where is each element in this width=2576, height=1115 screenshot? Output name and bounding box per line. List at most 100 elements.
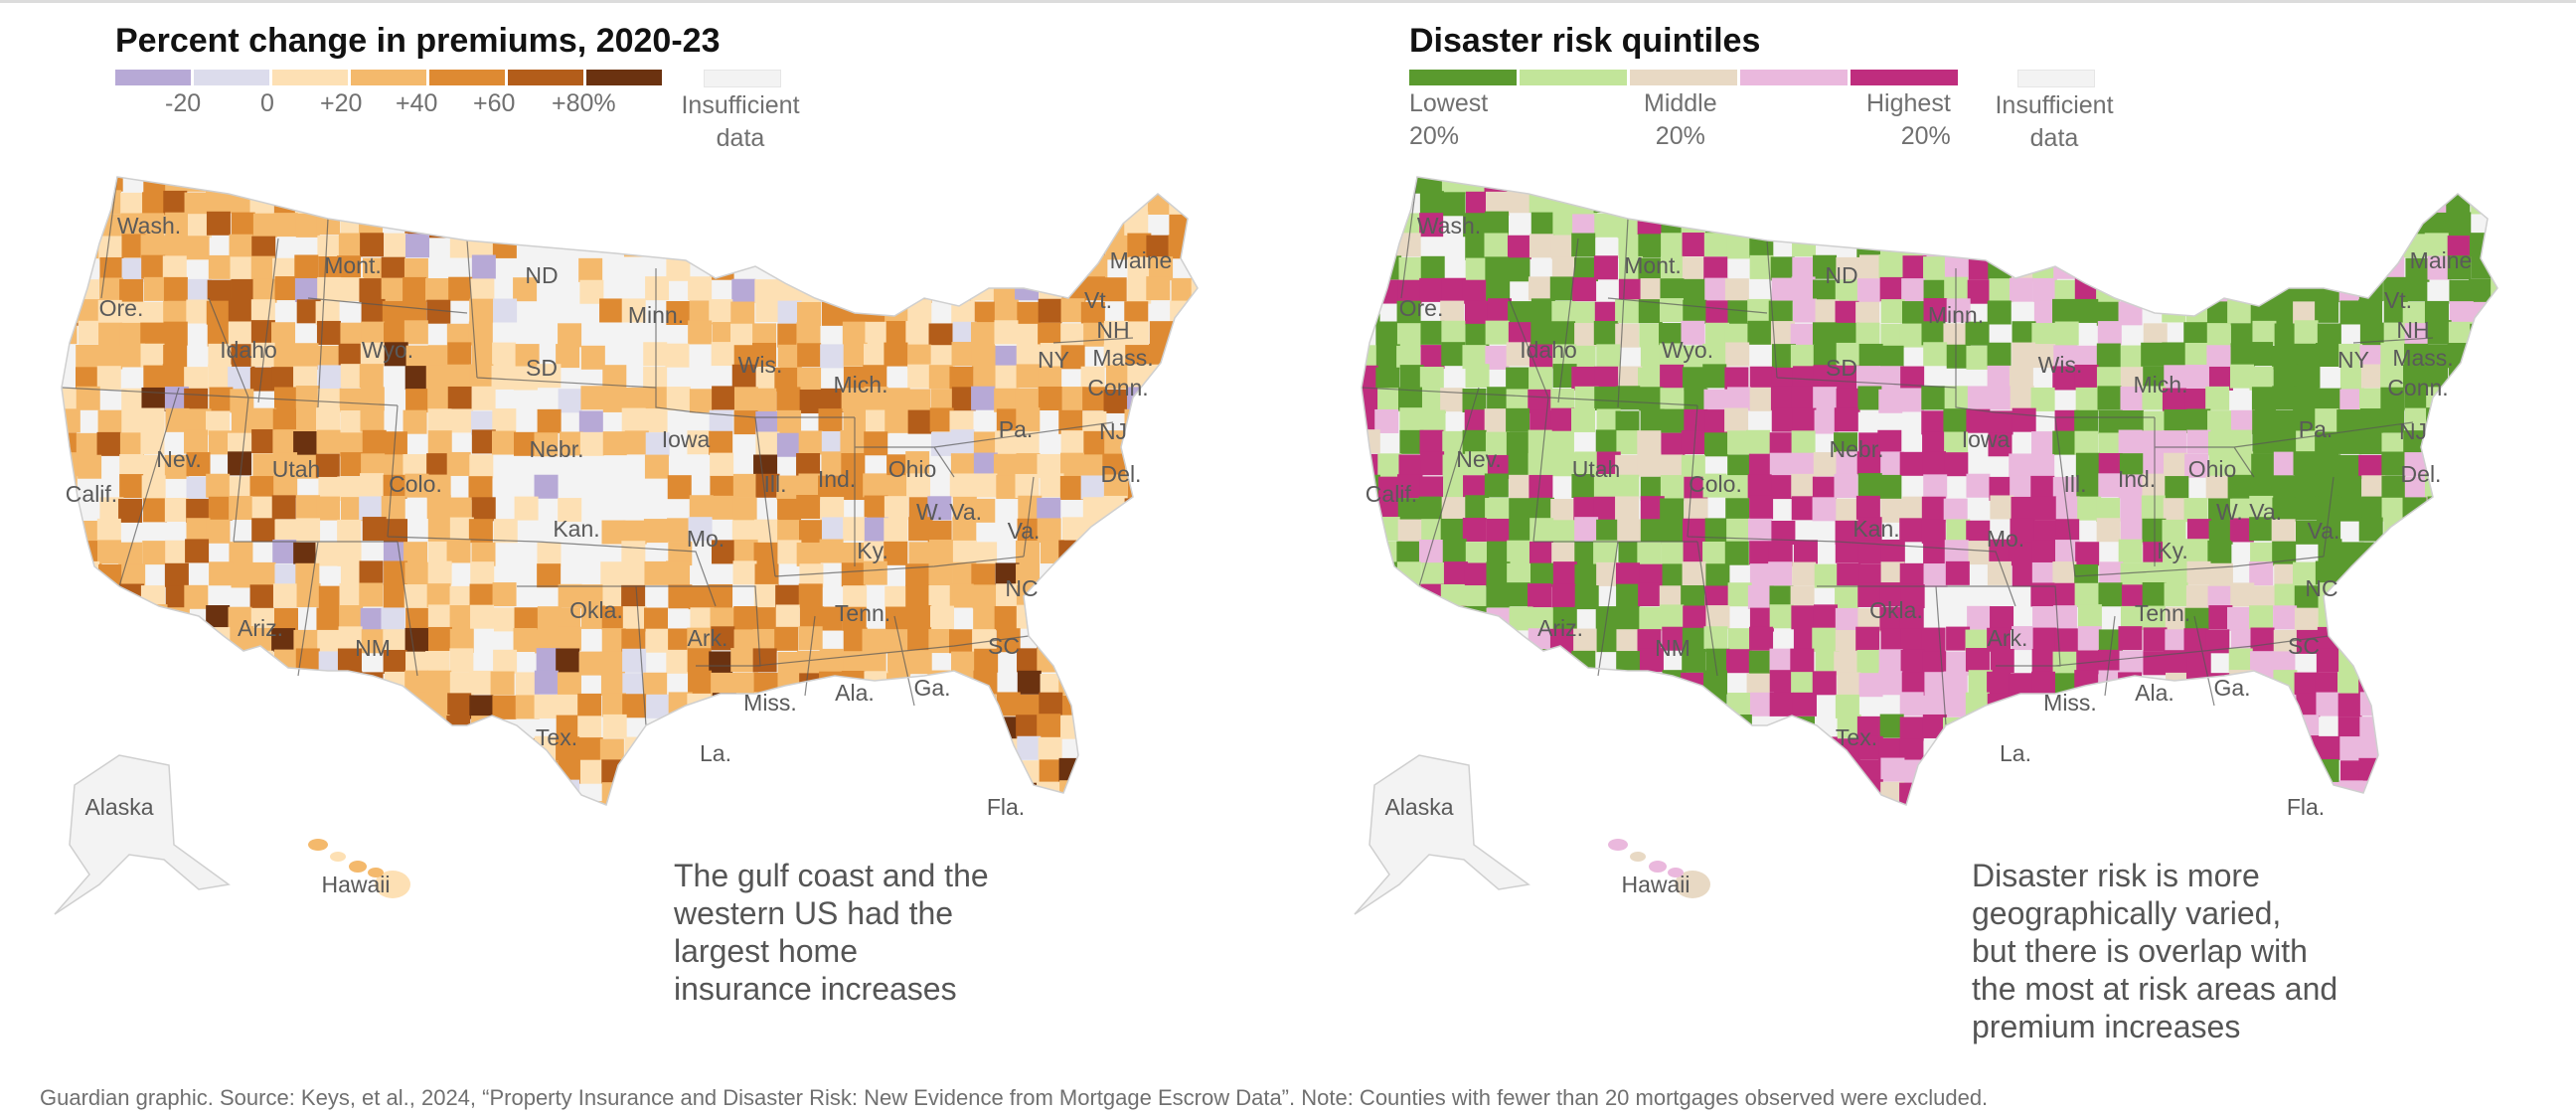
us-outline — [61, 176, 1199, 807]
state-label: Ga. — [913, 675, 950, 701]
panel-title: Disaster risk quintiles — [1409, 22, 1761, 60]
state-label: Vt. — [2384, 287, 2412, 313]
map-caption: Disaster risk is more geographically var… — [1972, 858, 2338, 1044]
state-label: Iowa — [662, 426, 711, 452]
state-label: Okla. — [1869, 597, 1923, 623]
state-label: Mont. — [1624, 252, 1682, 278]
legend-label: +60 — [473, 89, 516, 117]
state-label: Wash. — [117, 213, 181, 239]
state-label: Tex. — [536, 724, 577, 750]
state-label: NC — [1005, 575, 1038, 601]
source-footer: Guardian graphic. Source: Keys, et al., … — [40, 1085, 1989, 1110]
legend-label: +40 — [396, 89, 438, 117]
state-label: Ore. — [99, 295, 144, 321]
hawaii-island — [349, 861, 367, 873]
state-label: Utah — [272, 456, 321, 482]
state-label: NY — [1038, 347, 1069, 373]
premium-legend — [115, 70, 665, 85]
legend-label: -20 — [165, 89, 202, 117]
state-label: Miss. — [2043, 690, 2097, 716]
insufficient-label: Insufficient data — [1995, 91, 2114, 152]
legend-label-middle: Middle 20% — [1644, 89, 1717, 150]
state-label: ND — [525, 262, 558, 288]
state-label: Miss. — [743, 690, 797, 716]
state-label: Minn. — [1928, 302, 1984, 328]
state-label: Maine — [2410, 247, 2473, 273]
state-label: ND — [1825, 262, 1857, 288]
hawaii-island — [1649, 861, 1667, 873]
state-label: NM — [1655, 635, 1690, 661]
state-label: Nebr. — [530, 436, 584, 462]
legend-swatch — [1851, 70, 1958, 85]
legend-swatch — [1520, 70, 1627, 85]
state-label: Mont. — [324, 252, 382, 278]
state-label: Ill. — [764, 471, 787, 497]
legend-label-highest: Highest 20% — [1866, 89, 1951, 150]
hawaii-island — [1675, 871, 1710, 898]
legend-swatch — [1409, 70, 1517, 85]
state-label: Wash. — [1417, 213, 1481, 239]
state-label: Conn. — [2387, 375, 2448, 400]
legend-swatch — [1740, 70, 1848, 85]
state-label: NC — [2305, 575, 2337, 601]
state-label: Tex. — [1836, 724, 1877, 750]
state-label: Mo. — [1987, 526, 2024, 552]
legend-swatch — [429, 70, 505, 85]
map-caption: The gulf coast and the western US had th… — [674, 858, 989, 1007]
state-label: Wyo. — [1662, 337, 1713, 363]
state-label: NJ — [1099, 418, 1127, 444]
hawaii-island — [1630, 852, 1646, 862]
state-label: W. Va. — [2216, 499, 2282, 525]
state-label: Wis. — [738, 352, 783, 378]
disaster-risk-map: Wash. Ore. Calif. Nev. Idaho Mont. Wyo. Utah Col… — [1354, 176, 2498, 915]
state-label: Pa. — [999, 416, 1034, 442]
state-label: Fla. — [2287, 794, 2325, 820]
state-label: Va. — [2308, 518, 2340, 544]
state-label: Ark. — [688, 625, 728, 651]
hawaii-island — [308, 839, 328, 851]
state-label: La. — [2000, 740, 2031, 766]
state-label: Utah — [1572, 456, 1621, 482]
state-label: W. Va. — [916, 499, 982, 525]
insufficient-label: Insufficient data — [681, 91, 800, 152]
state-label: Okla. — [569, 597, 623, 623]
state-label: Ala. — [835, 680, 875, 706]
state-label: Kan. — [1852, 516, 1899, 542]
state-label: Ky. — [857, 538, 888, 563]
state-label: Mass. — [2392, 345, 2453, 371]
us-outline — [1361, 176, 2498, 807]
legend-swatch — [1630, 70, 1737, 85]
state-label: Minn. — [628, 302, 684, 328]
state-label: Ariz. — [1537, 615, 1583, 641]
state-label: Alaska — [84, 794, 153, 820]
state-label: Fla. — [987, 794, 1025, 820]
state-label: Va. — [1008, 518, 1041, 544]
state-label: Ore. — [1399, 295, 1444, 321]
state-label: Del. — [1101, 461, 1142, 487]
legend-label: +20 — [320, 89, 363, 117]
insufficient-swatch — [704, 70, 781, 87]
hawaii-island — [1608, 839, 1628, 851]
state-label: Mich. — [2134, 372, 2188, 398]
state-label: SD — [1826, 355, 1857, 381]
state-label: Hawaii — [1621, 872, 1690, 897]
insufficient-swatch — [2017, 70, 2095, 87]
legend-swatch — [115, 70, 191, 85]
state-label: Mo. — [687, 526, 724, 552]
state-label: SD — [526, 355, 558, 381]
state-label: NY — [2337, 347, 2369, 373]
state-label: Hawaii — [321, 872, 390, 897]
state-label: Ark. — [1988, 625, 2028, 651]
hawaii-island — [375, 871, 410, 898]
state-label: Ariz. — [238, 615, 283, 641]
state-label: NH — [2396, 317, 2429, 343]
legend-swatch — [586, 70, 662, 85]
state-label: Ohio — [2188, 456, 2237, 482]
state-label: Ala. — [2135, 680, 2174, 706]
legend-label: +80% — [552, 89, 616, 117]
state-label: Colo. — [389, 471, 442, 497]
state-label: Tenn. — [835, 600, 890, 626]
state-label: Ga. — [2213, 675, 2250, 701]
top-rule — [0, 0, 2576, 3]
legend-label-lowest: Lowest 20% — [1409, 89, 1489, 150]
